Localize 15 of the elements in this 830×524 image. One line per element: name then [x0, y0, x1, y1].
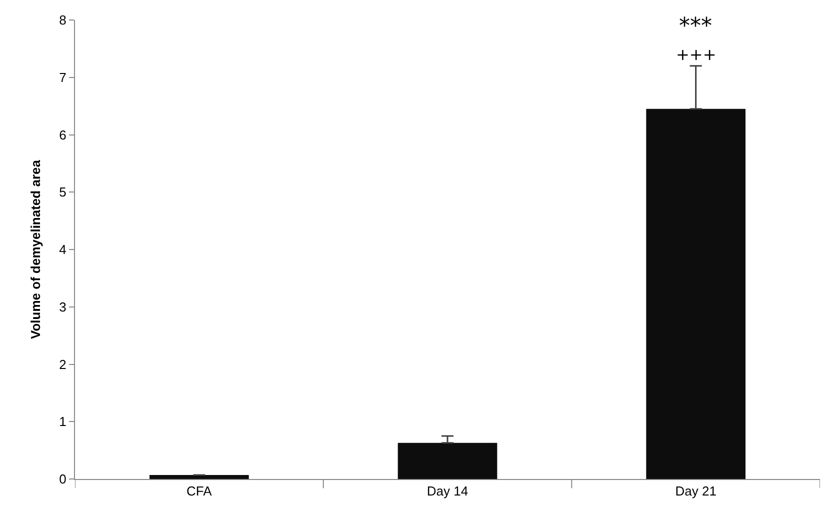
y-tick-label: 1	[59, 414, 66, 430]
annotation: +++	[676, 45, 716, 64]
y-tick-label: 4	[59, 242, 66, 258]
y-tick-label: 5	[59, 184, 66, 200]
x-tick-label: Day 14	[426, 484, 468, 499]
y-tick-label: 2	[59, 356, 66, 372]
y-tick-label: 7	[59, 70, 66, 85]
y-axis-title: Volume of demyelinated area	[28, 159, 44, 339]
y-tick-label: 0	[59, 472, 66, 487]
y-tick-label: 3	[59, 299, 66, 314]
y-tick-label: 8	[59, 12, 66, 28]
y-tick-label: 6	[59, 127, 66, 142]
annotation: ***	[679, 14, 712, 39]
x-tick-label: Day 21	[675, 484, 716, 499]
x-tick-label: CFA	[186, 484, 212, 499]
